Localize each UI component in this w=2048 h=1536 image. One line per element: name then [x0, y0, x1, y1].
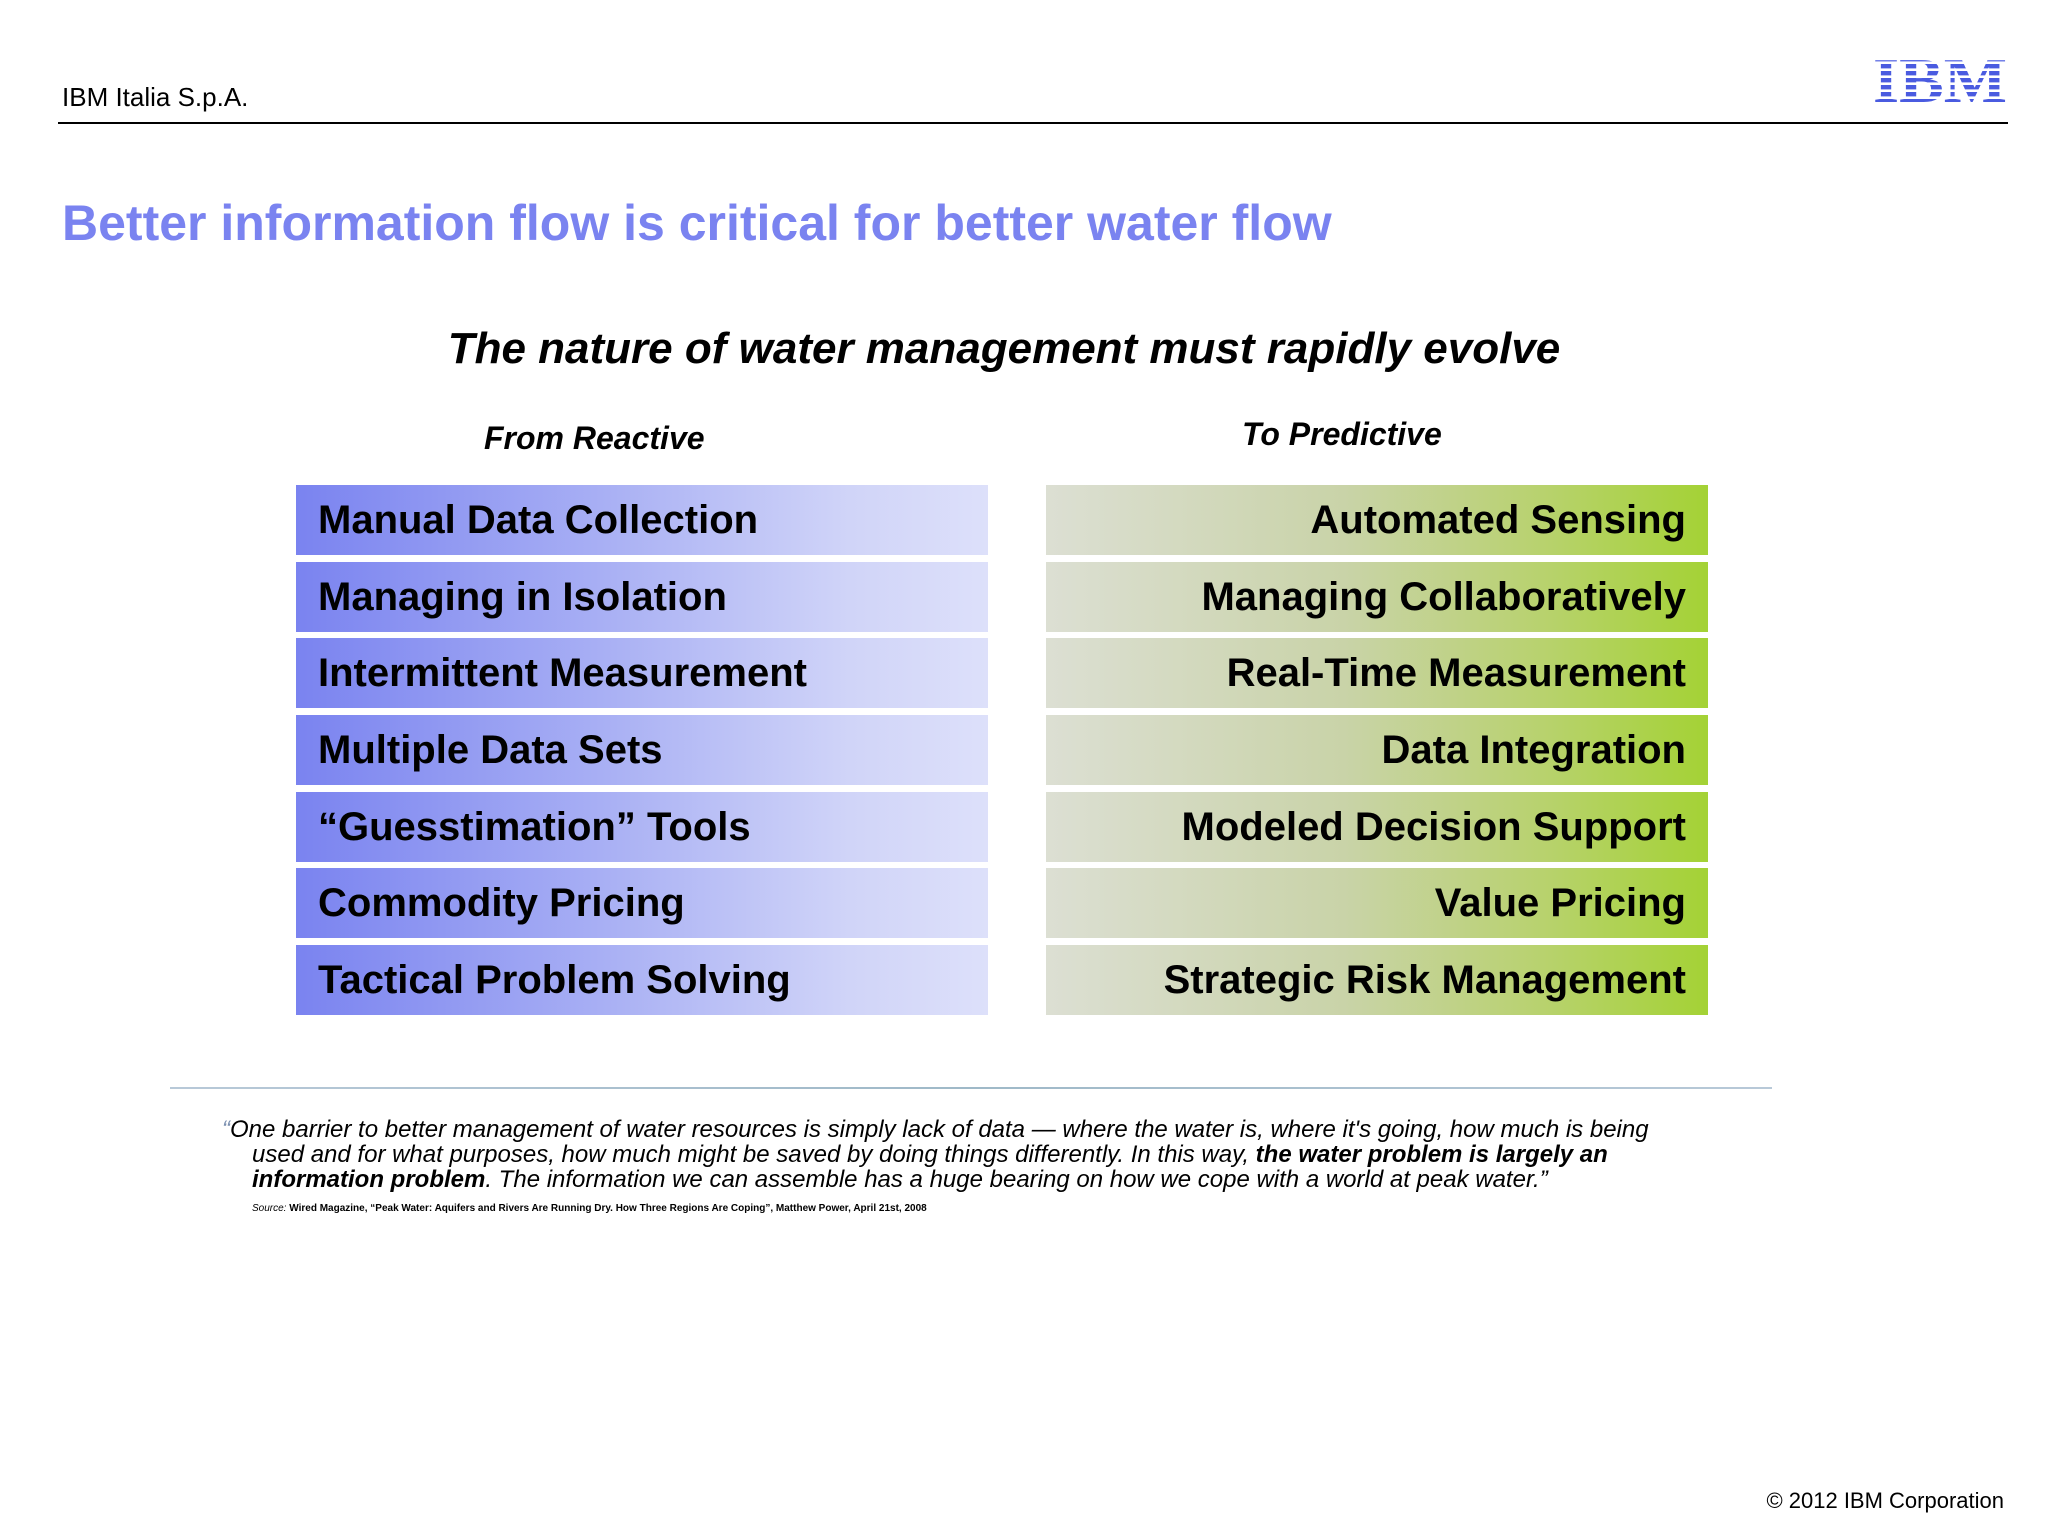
- quote-line-1: “One barrier to better management of wat…: [222, 1117, 1792, 1142]
- reactive-item: Manual Data Collection: [296, 485, 988, 555]
- source-text: Wired Magazine, “Peak Water: Aquifers an…: [289, 1203, 927, 1214]
- reactive-item: Tactical Problem Solving: [296, 945, 988, 1015]
- to-predictive-heading: To Predictive: [1242, 416, 1442, 452]
- reactive-item: Multiple Data Sets: [296, 715, 988, 785]
- quote-divider: [170, 1087, 1772, 1089]
- predictive-item: Modeled Decision Support: [1046, 792, 1708, 862]
- from-reactive-heading: From Reactive: [484, 420, 705, 456]
- reactive-item: “Guesstimation” Tools: [296, 792, 988, 862]
- source-label: Source:: [252, 1203, 287, 1214]
- quote-text: One barrier to better management of wate…: [230, 1116, 1649, 1143]
- open-quote-mark: “: [222, 1116, 230, 1143]
- predictive-item: Value Pricing: [1046, 868, 1708, 938]
- copyright: © 2012 IBM Corporation: [1766, 1488, 2004, 1513]
- quote-line-3: information problem. The information we …: [222, 1167, 1792, 1192]
- reactive-item: Managing in Isolation: [296, 562, 988, 632]
- predictive-item: Real-Time Measurement: [1046, 638, 1708, 708]
- header-divider: [58, 122, 2008, 124]
- predictive-item: Managing Collaboratively: [1046, 562, 1708, 632]
- ibm-logo-text: IBM: [1873, 50, 2007, 106]
- reactive-item: Commodity Pricing: [296, 868, 988, 938]
- predictive-item: Data Integration: [1046, 715, 1708, 785]
- predictive-item: Automated Sensing: [1046, 485, 1708, 555]
- slide-title: Better information flow is critical for …: [62, 195, 1332, 251]
- company-name: IBM Italia S.p.A.: [62, 82, 249, 112]
- reactive-item: Intermittent Measurement: [296, 638, 988, 708]
- source-citation: Source: Wired Magazine, “Peak Water: Aqu…: [252, 1203, 927, 1215]
- quote-emphasis: information problem: [252, 1166, 486, 1193]
- quote-line-2: used and for what purposes, how much mig…: [222, 1142, 1792, 1167]
- quote-emphasis: the water problem is largely an: [1255, 1141, 1608, 1168]
- slide-subtitle: The nature of water management must rapi…: [447, 324, 1561, 373]
- quote-block: “One barrier to better management of wat…: [222, 1117, 1792, 1192]
- ibm-logo: IBM: [1873, 50, 2007, 106]
- quote-text: . The information we can assemble has a …: [485, 1166, 1548, 1193]
- quote-text: used and for what purposes, how much mig…: [252, 1141, 1256, 1168]
- predictive-item: Strategic Risk Management: [1046, 945, 1708, 1015]
